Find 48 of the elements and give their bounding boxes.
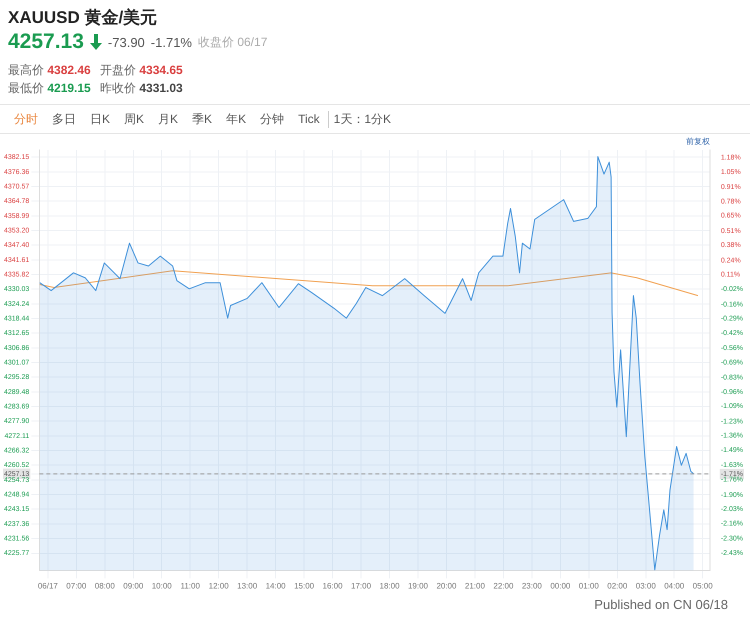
x-tick-label: 09:00 [123,581,144,590]
text: 收盘价 06/17 [198,34,268,50]
text: -1.71% [150,34,192,50]
x-tick-label: 22:00 [493,581,514,590]
text: 1天：1分K [328,110,391,128]
x-tick-label: 00:00 [550,581,571,590]
text: 分时 [14,110,38,128]
text: -73.90 [108,34,145,50]
x-tick-label: 06/17 [38,581,58,590]
text: 4331.03 [139,81,183,95]
x-tick-label: 14:00 [266,581,286,590]
x-tick-label: 15:00 [294,581,315,590]
x-tick-label: 10:00 [152,581,172,590]
x-tick-label: 05:00 [692,581,714,590]
x-tick-label: 07:00 [66,581,87,590]
x-tick-label: 16:00 [322,581,344,590]
text: 多日 [52,110,76,128]
text: 4382.46 [47,63,91,77]
x-tick-label: 08:00 [94,581,116,590]
x-tick-label: 21:00 [464,581,486,590]
text: 昨收价 [100,81,137,95]
text: 前复权 [686,136,710,147]
text: 最高价 [8,63,45,77]
x-tick-label: 12:00 [208,581,230,590]
text: 年K [226,110,246,128]
x-tick-label: 18:00 [379,581,400,590]
text: Published on CN 06/18 [594,597,728,612]
text: 日K [90,110,110,128]
text: 4219.15 [47,81,91,95]
x-tick-label: 04:00 [664,581,685,590]
x-tick-label: 20:00 [436,581,458,590]
text: 分钟 [260,110,284,128]
x-tick-label: 02:00 [607,581,628,590]
x-tick-label: 13:00 [237,581,258,590]
x-tick-label: 11:00 [180,581,200,590]
text: 周K [124,110,144,128]
x-tick-label: 03:00 [636,581,656,590]
chart-title: XAUUSD 黄金/美元 [8,7,158,29]
x-tick-label: 17:00 [351,581,372,590]
text: 季K [192,110,212,128]
x-tick-label: 23:00 [522,581,542,590]
x-tick-label: 19:00 [408,581,429,590]
text: 最低价 [8,81,45,95]
text: 开盘价 [100,63,137,77]
x-tick-label: 01:00 [578,581,600,590]
text: Tick [298,112,320,126]
text: 月K [158,110,178,128]
text: 4334.65 [139,63,183,77]
